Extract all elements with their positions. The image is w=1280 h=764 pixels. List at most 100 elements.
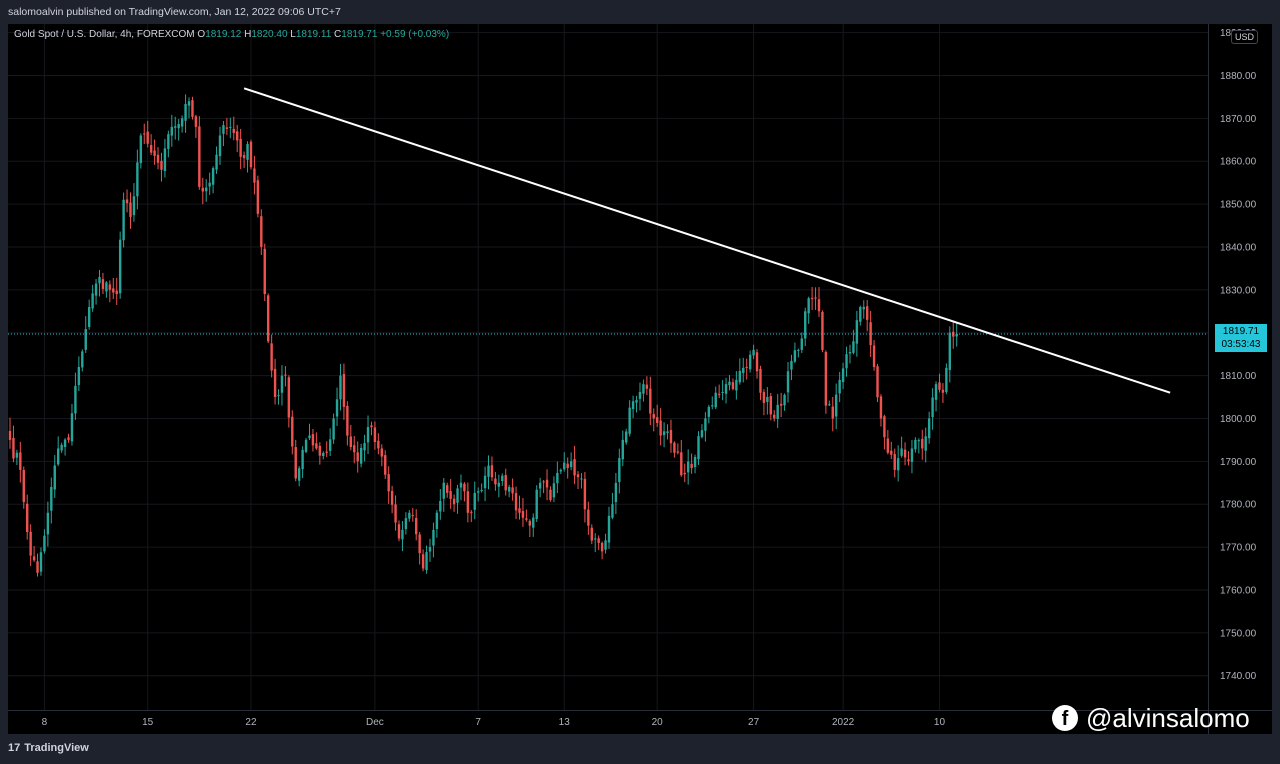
candle-body <box>711 405 714 407</box>
candle-body <box>779 403 783 406</box>
x-tick-label: 22 <box>245 717 257 728</box>
candle-body <box>356 452 359 462</box>
candle-body <box>655 417 659 423</box>
candle-body <box>587 509 590 526</box>
candle-body <box>332 418 335 440</box>
candle-body <box>328 439 332 451</box>
tradingview-brand: TradingView <box>24 742 89 754</box>
currency-badge[interactable]: USD <box>1231 30 1259 44</box>
candle-body <box>769 396 773 415</box>
candle-body <box>98 276 101 284</box>
candle-body <box>783 394 786 406</box>
y-tick-label: 1760.00 <box>1220 585 1257 596</box>
candle-body <box>222 125 225 134</box>
candle-body <box>600 542 604 552</box>
candle-body <box>738 370 742 383</box>
candle-body <box>573 459 576 476</box>
resistance-trendline <box>243 87 1171 394</box>
candle-body <box>490 465 494 478</box>
candle-body <box>401 529 404 540</box>
candle-body <box>301 449 304 470</box>
candle-body <box>153 150 156 156</box>
candle-body <box>835 394 838 417</box>
candle-countdown: 03:53:43 <box>1221 339 1261 350</box>
candle-body <box>380 448 383 457</box>
candle-body <box>848 352 852 354</box>
x-tick-label: 2022 <box>832 717 855 728</box>
y-tick-label: 1810.00 <box>1220 371 1257 382</box>
candle-body <box>346 405 349 436</box>
candle-body <box>53 465 56 490</box>
candle-body <box>201 187 204 192</box>
candle-body <box>707 406 711 417</box>
x-tick-label: 10 <box>934 717 946 728</box>
symbol-name: Gold Spot / U.S. Dollar, 4h, FOREXCOM <box>14 29 195 40</box>
candle-body <box>542 481 545 483</box>
candle-body <box>845 354 848 369</box>
candle-body <box>101 279 105 289</box>
candle-body <box>81 351 84 368</box>
current-price-value: 1819.71 <box>1222 326 1260 337</box>
y-tick-label: 1770.00 <box>1220 543 1257 554</box>
candle-body <box>67 437 70 440</box>
candle-body <box>501 475 504 482</box>
y-tick-label: 1840.00 <box>1220 242 1257 253</box>
y-tick-label: 1780.00 <box>1220 500 1257 511</box>
candle-body <box>136 162 139 197</box>
candle-body <box>938 382 941 390</box>
tradingview-logo[interactable]: 17 TradingView <box>8 742 89 754</box>
candle-body <box>108 284 112 290</box>
candle-body <box>50 487 53 511</box>
candle-body <box>559 469 563 472</box>
candle-body <box>566 463 569 469</box>
low-value: 1819.11 <box>295 29 332 40</box>
x-tick-label: 8 <box>42 717 48 728</box>
candle-body <box>63 439 67 448</box>
candle-body <box>476 491 480 493</box>
candle-body <box>518 508 521 513</box>
candle-body <box>408 512 411 519</box>
candle-body <box>828 404 831 406</box>
candle-body <box>807 298 810 314</box>
candle-body <box>19 452 22 470</box>
candle-body <box>359 447 363 464</box>
candle-body <box>442 482 445 499</box>
author-watermark: f @alvinsalomo <box>1052 700 1250 736</box>
candle-body <box>463 483 466 492</box>
candle-body <box>852 341 855 353</box>
candle-body <box>635 400 638 403</box>
candle-body <box>841 368 845 383</box>
y-tick-label: 1750.00 <box>1220 628 1257 639</box>
candle-body <box>198 126 201 187</box>
candle-body <box>590 527 593 541</box>
candle-body <box>211 168 215 185</box>
candle-body <box>549 489 552 500</box>
candle-body <box>418 534 421 554</box>
candle-body <box>339 375 342 400</box>
candle-body <box>755 352 759 372</box>
candle-body <box>900 448 903 456</box>
chart-area[interactable]: 1740.00 1750.00 1760.00 1770.00 1780.00 1790.… <box>8 24 1272 734</box>
candle-body <box>384 455 387 475</box>
candle-body <box>366 427 370 443</box>
candle-body <box>917 440 921 442</box>
candlestick-chart[interactable]: 1740.00 1750.00 1760.00 1770.00 1780.00 1790.… <box>8 24 1272 734</box>
candle-body <box>132 196 136 216</box>
overlays <box>8 87 1208 394</box>
y-tick-label: 1860.00 <box>1220 157 1257 168</box>
candle-body <box>415 518 418 535</box>
candle-body <box>32 556 36 561</box>
x-tick-label: 20 <box>652 717 664 728</box>
candle-body <box>70 413 74 442</box>
candle-body <box>890 450 893 455</box>
candle-body <box>425 552 428 571</box>
candle-body <box>800 338 803 350</box>
candle-body <box>91 293 94 309</box>
candle-body <box>652 414 655 419</box>
candle-body <box>291 416 294 447</box>
candle-body <box>576 474 580 478</box>
candle-body <box>683 472 686 475</box>
author-handle: @alvinsalomo <box>1086 702 1250 733</box>
candle-body <box>335 399 339 417</box>
candle-body <box>194 116 198 127</box>
